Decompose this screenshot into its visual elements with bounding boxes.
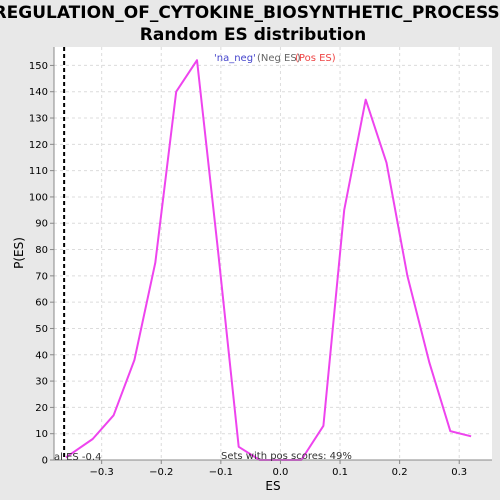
x-axis-label: ES [265, 479, 280, 493]
legend-neg-es: (Neg ES) [257, 53, 301, 64]
x-tick-label: −0.1 [209, 467, 233, 478]
y-tick-label: 50 [35, 324, 48, 335]
y-tick-label: 130 [29, 114, 48, 125]
chart-title-line2: Random ES distribution [140, 25, 366, 45]
x-tick-label: 0.3 [451, 467, 467, 478]
legend-neg-label: 'na_neg' [214, 53, 256, 64]
y-tick-label: 20 [35, 403, 48, 414]
y-ticks: 0 10 20 30 40 50 60 70 80 90 100 110 120 130 140 150 [29, 61, 54, 467]
pos-scores-note: Sets with pos scores: 49% [221, 451, 352, 462]
y-tick-label: 40 [35, 350, 48, 361]
y-tick-label: 80 [35, 245, 48, 256]
x-tick-label: 0.0 [272, 467, 288, 478]
y-tick-label: 120 [29, 140, 48, 151]
y-tick-label: 140 [29, 87, 48, 98]
y-tick-label: 60 [35, 298, 48, 309]
y-tick-label: 0 [42, 456, 48, 467]
plot-area [54, 47, 492, 460]
legend-pos-es: (Pos ES) [295, 53, 336, 64]
chart-title-line1: REGULATION_OF_CYTOKINE_BIOSYNTHETIC_PROC… [0, 3, 500, 23]
x-tick-label: −0.2 [149, 467, 173, 478]
y-axis-label: P(ES) [12, 237, 26, 269]
y-tick-label: 30 [35, 377, 48, 388]
x-tick-label: −0.3 [90, 467, 114, 478]
y-tick-label: 70 [35, 271, 48, 282]
y-tick-label: 90 [35, 219, 48, 230]
observed-es-note: al ES -0.4 [54, 452, 101, 463]
x-tick-label: 0.2 [392, 467, 408, 478]
y-tick-label: 10 [35, 429, 48, 440]
y-tick-label: 150 [29, 61, 48, 72]
y-tick-label: 110 [29, 166, 48, 177]
x-tick-label: 0.1 [332, 467, 348, 478]
x-ticks: −0.3 −0.2 −0.1 0.0 0.1 0.2 0.3 [90, 460, 467, 478]
y-tick-label: 100 [29, 192, 48, 203]
